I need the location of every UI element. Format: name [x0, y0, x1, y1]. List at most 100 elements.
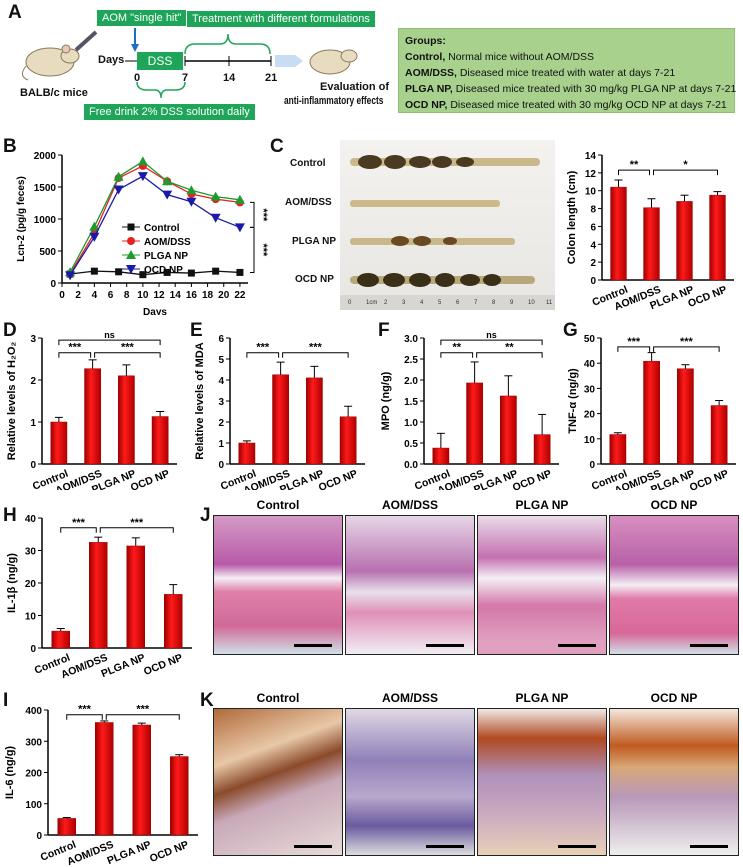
bar-aom-dss — [466, 382, 483, 465]
y-tick-label: 10 — [585, 187, 597, 198]
dss-box: DSS — [137, 52, 183, 70]
significance-label: *** — [680, 336, 694, 348]
significance-label: *** — [257, 208, 269, 222]
y-tick-label: 0.5 — [404, 439, 418, 450]
colon-row-label: PLGA NP — [292, 236, 337, 247]
ruler-tick-label: 11 — [546, 300, 553, 306]
group-name: PLGA NP, — [405, 83, 453, 95]
evaluation-line-2: anti-inflammatory effects — [284, 95, 384, 107]
panel-label-i: I — [3, 690, 9, 711]
y-tick-label: 50 — [584, 334, 596, 345]
x-tick-label: 6 — [108, 290, 114, 301]
significance-bracket — [250, 201, 255, 228]
significance-bracket — [282, 352, 349, 358]
x-axis-label: Days — [143, 307, 167, 315]
y-axis-label: TNF-α (ng/g) — [567, 368, 579, 434]
bar-ocd-np — [170, 756, 189, 836]
ruler-tick-label: 4 — [420, 300, 424, 306]
data-point — [90, 267, 98, 275]
legend-label: PLGA NP — [144, 251, 188, 262]
scale-bar — [426, 644, 464, 647]
histology-title: Control — [256, 691, 300, 705]
data-point — [89, 221, 100, 231]
scale-bar — [294, 644, 332, 647]
x-tick-label: 2 — [75, 290, 81, 301]
bar-ocd-np — [151, 416, 169, 465]
y-tick-label: 100 — [25, 800, 42, 811]
ruler: 0 1cm 2 3 4 5 6 7 8 9 10 11 — [340, 297, 555, 309]
significance-bracket — [66, 714, 103, 720]
y-tick-label: 6 — [590, 222, 596, 233]
scale-bar — [294, 845, 332, 848]
series-plga-np — [65, 156, 245, 277]
histology-title: PLGA NP — [515, 691, 569, 705]
y-tick-label: 1500 — [34, 183, 57, 194]
y-tick-label: 1 — [218, 439, 224, 450]
x-tick-label: 12 — [153, 290, 165, 301]
y-tick-label: 5 — [218, 355, 224, 366]
y-tick-label: 2 — [218, 418, 224, 429]
y-tick-label: 2 — [590, 258, 596, 269]
significance-label: *** — [78, 704, 92, 716]
x-tick-label: 20 — [218, 290, 230, 301]
y-tick-label: 2000 — [34, 151, 57, 162]
bar-ocd-np — [533, 434, 551, 465]
x-tick-label: 16 — [186, 290, 198, 301]
data-point — [236, 268, 244, 276]
histology-image-k — [477, 708, 607, 856]
significance-bracket — [58, 352, 92, 358]
ruler-tick-label: 7 — [474, 300, 478, 306]
group-name: AOM/DSS, — [405, 67, 457, 79]
bar-ocd-np — [709, 194, 726, 281]
bar-aom-dss — [95, 722, 114, 836]
bar-aom-dss — [84, 368, 101, 465]
mouse-icon — [22, 30, 98, 81]
y-tick-label: 0 — [50, 279, 56, 290]
colon-row-label: AOM/DSS — [285, 197, 332, 208]
data-point — [234, 194, 245, 204]
legend-label: Control — [144, 223, 180, 234]
x-tick-label: 8 — [124, 290, 130, 301]
bar-plga-np — [126, 545, 145, 649]
y-tick-label: 2.5 — [404, 355, 418, 366]
significance-bracket — [618, 169, 650, 176]
data-point — [162, 190, 173, 200]
bar-plga-np — [500, 395, 517, 465]
data-point — [115, 268, 123, 276]
bar-plga-np — [306, 377, 323, 465]
group-name: OCD NP, — [405, 99, 448, 111]
groups-box: Groups: Control, Normal mice without AOM… — [398, 28, 736, 113]
y-tick-label: 0 — [589, 460, 595, 471]
scale-bar — [426, 845, 464, 848]
scale-bar — [690, 845, 728, 848]
significance-label: *** — [121, 342, 135, 354]
histology-title: OCD NP — [650, 498, 698, 512]
histology-title: AOM/DSS — [381, 691, 438, 705]
data-point — [137, 172, 148, 182]
group-desc: Diseased mice treated with water at days… — [456, 67, 676, 79]
data-point — [187, 269, 195, 277]
ruler-tick-label: 5 — [438, 300, 442, 306]
y-tick-label: 3 — [30, 334, 36, 345]
group-item: AOM/DSS, Diseased mice treated with wate… — [405, 67, 728, 79]
timeline-axis — [125, 55, 303, 99]
y-tick-label: 3 — [218, 397, 224, 408]
data-point — [210, 191, 221, 201]
legend-label: AOM/DSS — [144, 237, 191, 248]
group-desc: Diseased mice treated with 30 mg/kg OCD … — [447, 99, 727, 111]
y-tick-label: 200 — [25, 769, 42, 780]
bar-ocd-np — [339, 416, 357, 465]
x-tick-label: 22 — [234, 290, 246, 301]
panel-label-j: J — [200, 505, 211, 526]
panel-label-e: E — [190, 320, 203, 341]
bar-aom-dss — [643, 360, 660, 465]
bar-control — [432, 447, 450, 465]
histology-image-k — [609, 708, 739, 856]
y-axis-label: Relative levels of H₂O₂ — [6, 342, 18, 461]
x-tick-label: 10 — [137, 290, 149, 301]
y-tick-label: 1000 — [34, 215, 57, 226]
ruler-tick-label: 9 — [510, 300, 514, 306]
data-point — [186, 197, 197, 207]
